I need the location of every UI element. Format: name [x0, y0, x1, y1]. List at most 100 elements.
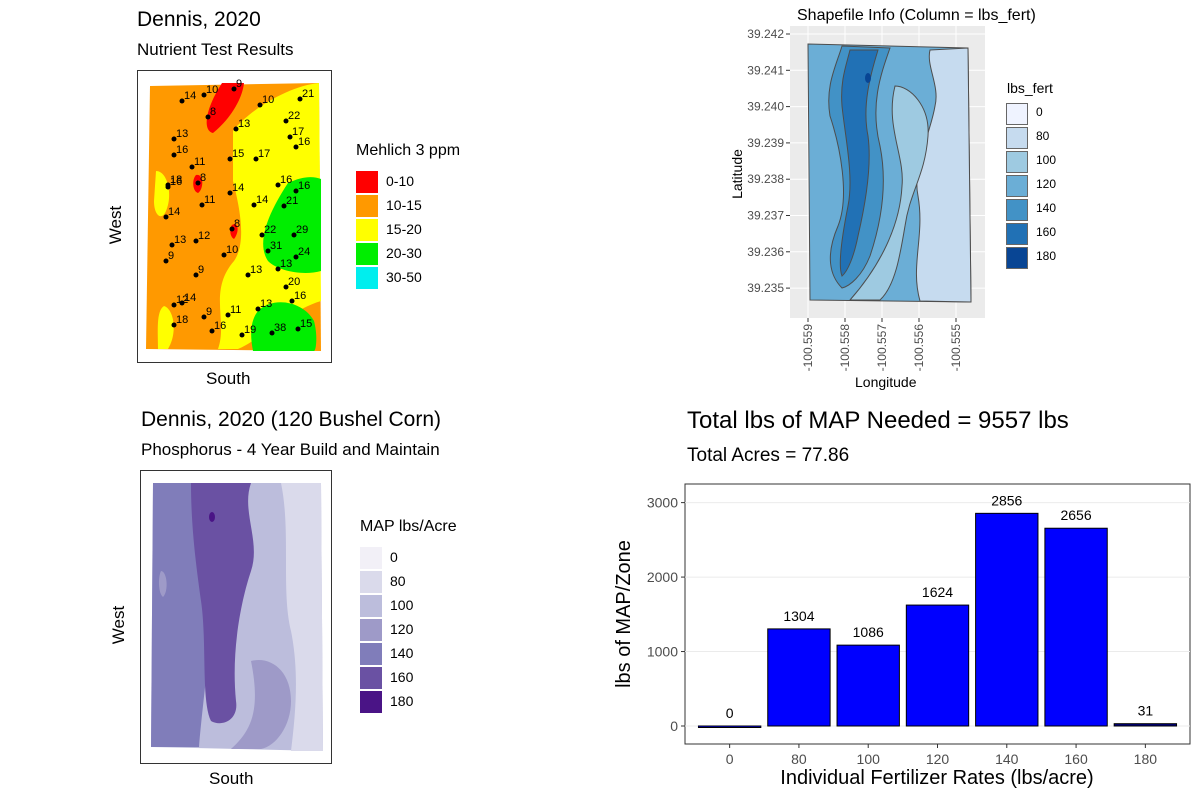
legend-swatch: [360, 691, 382, 713]
sample-point-label: 18: [170, 174, 182, 186]
zone-160: [191, 483, 254, 724]
sample-point-label: 10: [262, 94, 274, 106]
sample-point: [227, 156, 233, 162]
sample-point: [171, 322, 177, 328]
sample-point-label: 13: [176, 128, 188, 140]
sample-point-label: 38: [274, 322, 286, 334]
sample-point: [293, 144, 299, 150]
nutrient-map-subtitle: Nutrient Test Results: [137, 40, 294, 59]
sample-point: [163, 258, 169, 264]
sample-point: [255, 306, 261, 312]
longitude-tick-label: -100.555: [949, 324, 963, 372]
sample-point-label: 10: [226, 244, 238, 256]
x-tick-label: 80: [791, 751, 807, 767]
bar-x-axis-title: Individual Fertilizer Rates (lbs/acre): [780, 767, 1093, 789]
sample-point: [257, 102, 263, 108]
sample-point-label: 22: [264, 224, 276, 236]
zone-180: [209, 512, 215, 522]
sample-point: [193, 238, 199, 244]
legend-label: 140: [1036, 201, 1057, 215]
sample-point: [171, 136, 177, 142]
legend-swatch: [1006, 103, 1028, 125]
legend-label: 120: [390, 621, 414, 637]
nutrient-zone-15-20-west: [154, 171, 170, 217]
sample-point: [239, 332, 245, 338]
sample-point-label: 16: [298, 136, 310, 148]
sample-point-label: 8: [200, 172, 206, 184]
legend-swatch: [360, 571, 382, 593]
sample-point-label: 10: [206, 84, 218, 96]
sample-point: [281, 203, 287, 209]
longitude-tick-label: -100.557: [875, 324, 889, 372]
sample-point-label: 13: [260, 298, 272, 310]
longitude-tick-label: -100.558: [838, 324, 852, 372]
bar-data-label: 1304: [783, 608, 814, 624]
sample-point: [225, 312, 231, 318]
sample-point-label: 16: [176, 144, 188, 156]
legend-swatch: [356, 219, 378, 241]
sample-point: [253, 156, 259, 162]
legend-swatch: [1006, 223, 1028, 245]
bar: [697, 725, 762, 728]
x-tick-label: 120: [926, 751, 950, 767]
bar: [1113, 723, 1178, 727]
phosphorus-map-title: Dennis, 2020 (120 Bushel Corn): [141, 408, 442, 431]
sample-point: [287, 134, 293, 140]
nutrient-zone-15-20: [218, 83, 321, 349]
y-tick-label: 2000: [647, 569, 678, 585]
nutrient-map-bottom-label: South: [206, 369, 251, 388]
nutrient-legend-title: Mehlich 3 ppm: [356, 142, 461, 159]
zone-80: [281, 483, 323, 751]
sample-point: [199, 202, 205, 208]
x-tick-label: 0: [726, 751, 734, 767]
legend-label: 80: [390, 573, 406, 589]
sample-point-label: 21: [302, 88, 314, 100]
bar-data-label: 2856: [991, 492, 1022, 508]
sample-point: [275, 182, 281, 188]
sample-point-label: 9: [236, 78, 242, 90]
bar-data-label: 31: [1138, 703, 1154, 719]
legend-swatch: [360, 595, 382, 617]
bar: [905, 604, 970, 727]
bar: [975, 512, 1039, 727]
sample-point: [283, 118, 289, 124]
sample-point-label: 24: [298, 246, 310, 258]
longitude-tick-label: -100.559: [801, 324, 815, 372]
sample-point: [189, 164, 195, 170]
sample-point-label: 22: [288, 110, 300, 122]
nutrient-zone-0-10: [206, 83, 244, 133]
legend-swatch: [1006, 247, 1028, 269]
sample-point: [231, 86, 237, 92]
legend-label: 15-20: [386, 221, 422, 237]
sample-point: [205, 114, 211, 120]
latitude-tick-label: 39.238: [747, 172, 784, 186]
sample-point: [265, 248, 271, 254]
sample-point: [283, 284, 289, 290]
sample-point: [245, 272, 251, 278]
shapefile-ylabel: Latitude: [728, 149, 745, 199]
x-tick-label: 160: [1064, 751, 1088, 767]
sample-point-label: 15: [300, 318, 312, 330]
legend-label: 10-15: [386, 197, 422, 213]
sample-point-label: 16: [214, 320, 226, 332]
sample-point: [259, 232, 265, 238]
bar-chart-subtitle: Total Acres = 77.86: [687, 445, 850, 466]
legend-swatch: [356, 267, 378, 289]
sample-point-label: 29: [296, 224, 308, 236]
field-zone-180: [865, 73, 871, 83]
sample-point: [201, 314, 207, 320]
sample-point-label: 15: [232, 148, 244, 160]
sample-point: [227, 190, 233, 196]
sample-point-label: 14: [184, 90, 196, 102]
sample-point: [193, 272, 199, 278]
sample-point: [179, 98, 185, 104]
sample-point-label: 18: [176, 314, 188, 326]
sample-point: [275, 266, 281, 272]
legend-swatch: [360, 547, 382, 569]
shapefile-legend-title: lbs_fert: [1007, 80, 1053, 96]
bar-data-label: 0: [726, 705, 734, 721]
legend-swatch: [356, 171, 378, 193]
sample-point-label: 16: [298, 180, 310, 192]
longitude-ticks: -100.559 -100.558 -100.557 -100.556 -100.555: [801, 318, 963, 371]
sample-point-label: 16: [170, 176, 182, 188]
